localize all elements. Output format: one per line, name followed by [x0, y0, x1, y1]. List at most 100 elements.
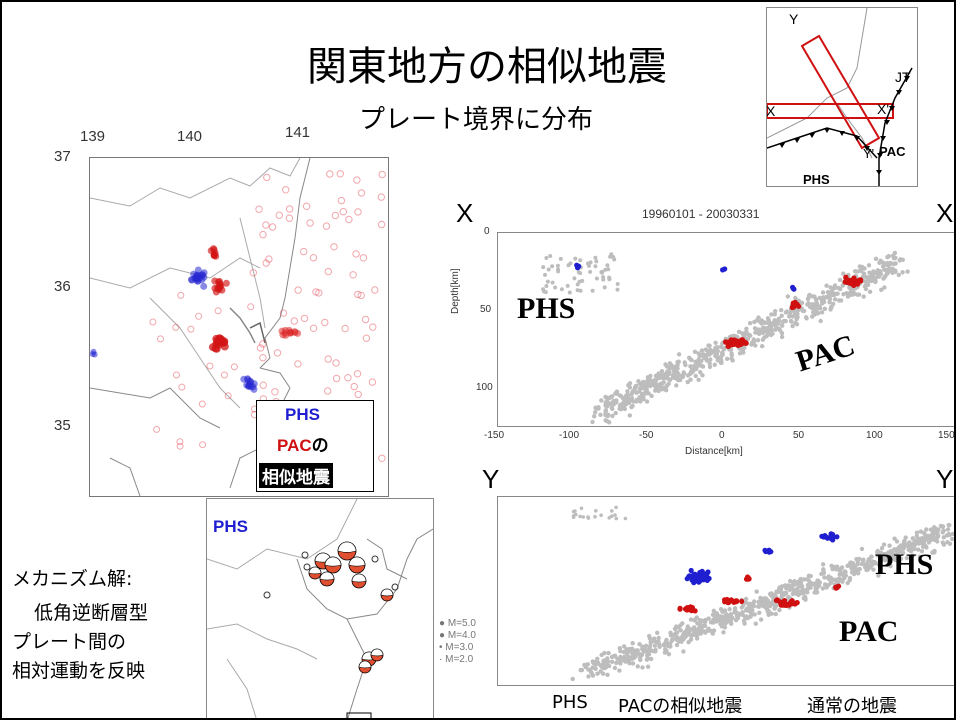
normal-quake: [668, 633, 674, 638]
normal-quake: [753, 621, 758, 626]
normal-quake: [742, 621, 747, 626]
normal-quake: [766, 603, 771, 608]
phs-epicenter: [245, 382, 253, 390]
normal-quake: [813, 297, 819, 302]
normal-quake: [838, 570, 843, 576]
normal-quake: [893, 557, 898, 562]
xsec-xlabel: Distance[km]: [685, 446, 743, 457]
normal-quake: [884, 557, 889, 562]
small-epicenter: [391, 583, 399, 591]
normal-quake: [613, 513, 617, 517]
normal-quake: [591, 660, 596, 666]
normal-quake: [854, 557, 859, 562]
normal-quake: [683, 362, 688, 368]
normal-quake: [873, 270, 878, 275]
normal-quake: [924, 545, 929, 550]
normal-quake: [841, 271, 846, 276]
normal-quake: [777, 585, 782, 590]
normal-quake: [891, 553, 897, 558]
pac-epicenter: [273, 349, 282, 357]
normal-quake: [754, 589, 759, 594]
normal-quake: [545, 279, 550, 284]
normal-quake: [765, 331, 771, 337]
dist-tick: -50: [639, 430, 654, 441]
trench-tooth: [889, 106, 895, 111]
pac-epicenter: [330, 243, 338, 251]
inset-label-pac: PAC: [879, 144, 906, 159]
phs-epicenter: [198, 271, 206, 279]
depth-tick: 50: [480, 304, 492, 315]
normal-quake: [625, 389, 630, 394]
normal-quake: [614, 505, 618, 510]
normal-quake: [892, 250, 898, 256]
normal-quake: [595, 656, 600, 661]
normal-quake: [605, 403, 610, 409]
mechanism-map-label: PHS: [213, 517, 248, 536]
normal-quake: [648, 640, 653, 645]
normal-quake: [947, 541, 953, 546]
normal-quake: [594, 259, 599, 264]
normal-quake: [760, 344, 765, 349]
pac-epicenter: [212, 344, 221, 353]
normal-quake: [746, 332, 751, 337]
pac-epicenter: [341, 324, 349, 333]
pac-epicenter: [294, 360, 302, 368]
normal-quake: [751, 604, 757, 609]
pac-similar-quake: [847, 280, 853, 286]
trench-tooth: [864, 146, 870, 151]
normal-quake: [734, 334, 740, 339]
pac-epicenter: [324, 267, 333, 276]
pac-epicenter: [149, 318, 157, 326]
normal-quake: [807, 304, 813, 309]
phs-epicenter: [190, 270, 198, 278]
normal-quake: [779, 313, 784, 318]
normal-quake: [660, 380, 665, 386]
pac-similar-quake: [792, 299, 798, 305]
normal-quake: [768, 325, 774, 330]
normal-quake: [666, 652, 672, 657]
normal-quake: [883, 274, 888, 279]
mechanism-text-line1: メカニズム解:: [12, 568, 133, 590]
pac-epicenter: [172, 323, 180, 331]
normal-quake: [772, 606, 777, 611]
normal-quake: [680, 374, 685, 379]
pac-epicenter: [206, 362, 214, 370]
normal-quake: [625, 652, 630, 657]
pac-similar-quake: [725, 600, 731, 606]
normal-quake: [586, 515, 590, 519]
normal-quake: [729, 356, 734, 361]
pac-epicenter: [324, 355, 332, 363]
phs-epicenter: [89, 351, 96, 357]
normal-quake: [741, 350, 746, 355]
pac-epicenter: [322, 222, 331, 230]
phs-similar-quake: [691, 580, 697, 586]
normal-quake: [804, 316, 809, 321]
normal-quake: [799, 300, 805, 305]
normal-quake: [601, 277, 606, 282]
normal-quake: [691, 628, 696, 634]
normal-quake: [787, 587, 792, 592]
normal-quake: [816, 310, 821, 316]
normal-quake: [629, 396, 635, 401]
pac-similar-quake: [729, 340, 736, 346]
normal-quake: [819, 310, 825, 315]
normal-quake: [573, 509, 577, 513]
normal-quake: [567, 290, 572, 295]
normal-quake: [780, 323, 785, 328]
normal-quake: [776, 321, 781, 326]
normal-quake: [725, 356, 730, 361]
normal-quake: [713, 614, 718, 619]
pac-similar-quake: [746, 576, 752, 582]
normal-quake: [698, 622, 703, 627]
normal-quake: [752, 326, 758, 331]
normal-quake: [696, 377, 701, 382]
normal-quake: [864, 567, 869, 573]
normal-quake: [761, 330, 766, 335]
normal-quake: [607, 275, 612, 280]
pac-epicenter: [315, 289, 323, 297]
normal-quake: [697, 618, 703, 623]
normal-quake: [903, 535, 908, 540]
dist-tick: 100: [866, 430, 883, 441]
normal-quake: [928, 527, 934, 532]
normal-quake: [647, 633, 652, 639]
